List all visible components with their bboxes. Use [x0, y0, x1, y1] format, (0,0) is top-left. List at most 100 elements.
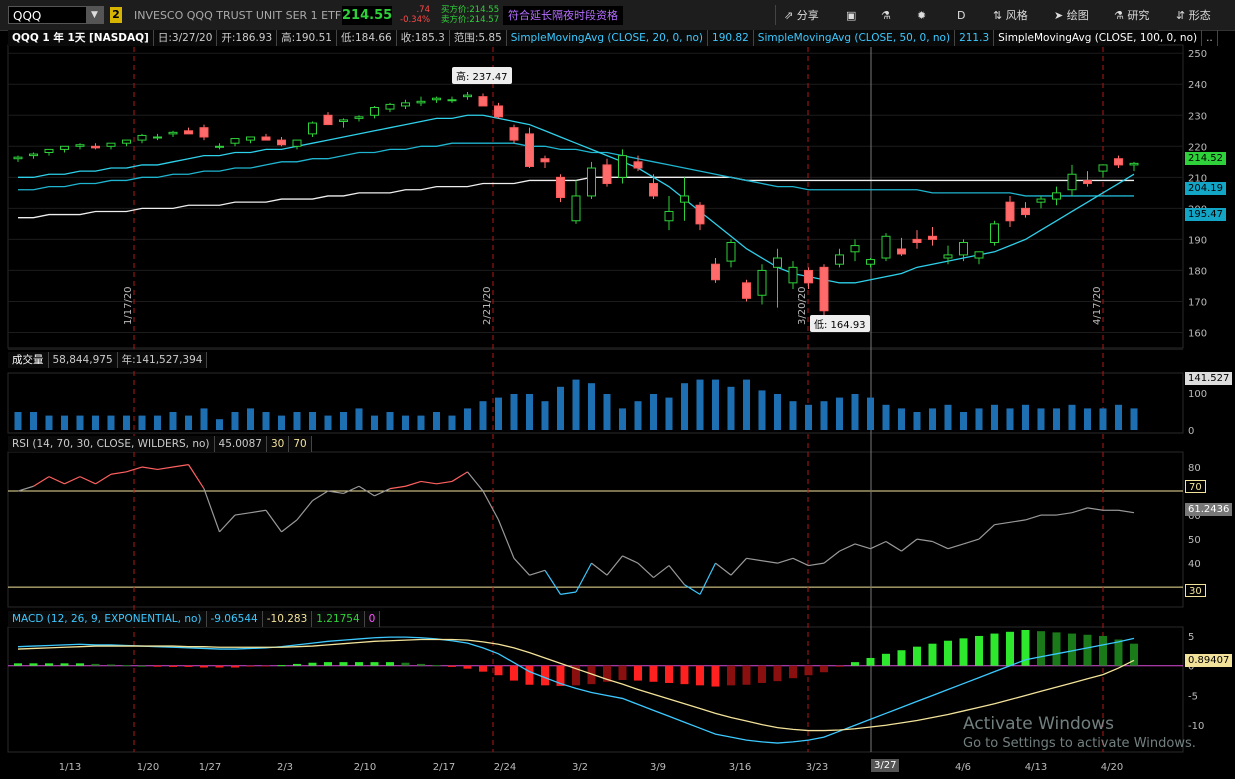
candle-body — [354, 116, 364, 119]
style-button[interactable]: ⇅ 风格 — [993, 7, 1028, 24]
rsi-segment — [141, 466, 158, 471]
sma20-tag: 195.47 — [1185, 208, 1226, 221]
volume-bar — [448, 415, 456, 430]
patterns-button[interactable]: ⇵ 形态 — [1176, 7, 1211, 24]
candle-body — [370, 107, 379, 116]
rsi-segment — [653, 565, 670, 579]
rsi-30-tag: 30 — [1185, 584, 1206, 597]
rsi-segment — [48, 476, 65, 485]
candle-body — [835, 254, 844, 265]
symbol-dropdown-icon[interactable]: ▼ — [86, 7, 103, 23]
activation-watermark: Activate Windows Go to Settings to activ… — [963, 714, 1196, 751]
volume-label[interactable]: 成交量 — [8, 352, 49, 368]
volume-tick-label: 100 — [1188, 389, 1207, 400]
volume-bar — [929, 408, 936, 430]
candle-body — [680, 195, 689, 203]
change-percent: -0.34% — [400, 15, 431, 25]
volume-bar — [805, 404, 812, 430]
rsi-segment — [327, 490, 344, 495]
rsi-label[interactable]: RSI (14, 70, 30, CLOSE, WILDERS, no) — [8, 436, 215, 452]
price-tick-label: 210 — [1188, 173, 1207, 184]
rsi-segment — [622, 555, 639, 564]
candle-body — [773, 257, 782, 268]
watermark-subtitle: Go to Settings to activate Windows. — [963, 736, 1196, 751]
sma50-label[interactable]: SimpleMovingAvg (CLOSE, 50, 0, no) — [754, 30, 956, 46]
macd-histogram-bar — [1006, 631, 1014, 666]
candle-body — [943, 254, 953, 259]
macd-histogram-bar — [773, 665, 782, 682]
settings-button[interactable]: ✹ — [917, 7, 926, 24]
candle-body — [509, 127, 519, 141]
candle-body — [137, 134, 147, 141]
cursor-icon: ➤ — [1054, 9, 1064, 22]
macd-histogram-bar — [308, 662, 317, 666]
symbol-description: INVESCO QQQ TRUST UNIT SER 1 ETF — [134, 9, 342, 22]
link-group-badge[interactable]: 2 — [110, 7, 122, 23]
volume-bar — [510, 394, 518, 430]
macd-histogram-bar — [432, 665, 441, 667]
macd-histogram-bar — [510, 665, 518, 681]
volume-bar — [572, 379, 580, 430]
macd-histogram-bar — [603, 665, 611, 682]
rsi-segment — [312, 490, 329, 502]
volume-bar — [1084, 408, 1091, 430]
rsi-segment — [1118, 509, 1135, 514]
macd-histogram-bar — [928, 643, 937, 666]
candle-body — [633, 161, 643, 169]
header-more[interactable]: .. — [1202, 30, 1218, 46]
candle-body — [1036, 198, 1046, 203]
macd-histogram-bar — [448, 665, 456, 667]
x-tick-label: 1/27 — [199, 762, 221, 773]
macd-histogram-bar — [494, 665, 503, 676]
volume-bar — [774, 394, 781, 430]
volume-bar — [417, 415, 425, 430]
rsi-os: 70 — [289, 436, 312, 452]
candle-body — [990, 223, 999, 243]
volume-bar — [650, 394, 657, 430]
rsi-tick-label: 60 — [1188, 511, 1201, 522]
rsi-header: RSI (14, 70, 30, CLOSE, WILDERS, no) 45.0… — [8, 436, 312, 452]
volume-bar — [216, 419, 223, 430]
sma50-tag: 204.19 — [1185, 182, 1226, 195]
volume-bar — [758, 390, 766, 430]
volume-bar — [681, 383, 688, 430]
chart-title[interactable]: QQQ 1 年 1天 [NASDAQ] — [8, 30, 154, 46]
rsi-segment — [591, 562, 608, 576]
macd-histogram-bar — [246, 665, 255, 667]
rsi-segment — [172, 464, 189, 468]
candle-body — [540, 158, 550, 163]
volume-bar — [1099, 408, 1107, 430]
candles — [13, 91, 1139, 318]
candle-body — [416, 100, 426, 104]
studies-button[interactable]: ⚗ 研究 — [1114, 7, 1149, 24]
candle-body — [261, 136, 271, 141]
extended-hours-badge[interactable]: 符合延长隔夜时段资格 — [503, 6, 623, 25]
macd-histogram-bar — [122, 665, 131, 667]
share-button[interactable]: ⇗ 分享 — [784, 7, 819, 24]
chart-settings-button[interactable]: ▣ — [846, 7, 856, 24]
rsi-segment — [823, 550, 840, 564]
sma50-value: 211.3 — [955, 30, 995, 46]
grid — [7, 44, 1184, 753]
drawings-button[interactable]: ➤ 绘图 — [1054, 7, 1089, 24]
sma100-label[interactable]: SimpleMovingAvg (CLOSE, 100, 0, no) — [994, 30, 1203, 46]
flask-button[interactable]: ⚗ — [881, 7, 891, 24]
volume-bar — [882, 404, 890, 430]
macd-histogram-bar — [339, 662, 348, 666]
volume-bar — [712, 379, 719, 430]
aggregation-button[interactable]: D — [957, 9, 966, 22]
macd-histogram-bar — [1037, 631, 1045, 666]
pane-border — [7, 44, 1184, 349]
symbol-input[interactable]: QQQ — [8, 6, 104, 24]
candle-body — [292, 139, 302, 147]
macd-line — [17, 636, 1135, 744]
candle-body — [742, 282, 751, 299]
rsi-segment — [668, 565, 685, 586]
sma20-label[interactable]: SimpleMovingAvg (CLOSE, 20, 0, no) — [507, 30, 709, 46]
macd-label[interactable]: MACD (12, 26, 9, EXPONENTIAL, no) — [8, 611, 207, 627]
macd-histogram-bar — [866, 657, 875, 666]
rsi-segment — [684, 584, 701, 595]
watermark-title: Activate Windows — [963, 714, 1114, 734]
rsi-segment — [870, 540, 887, 550]
